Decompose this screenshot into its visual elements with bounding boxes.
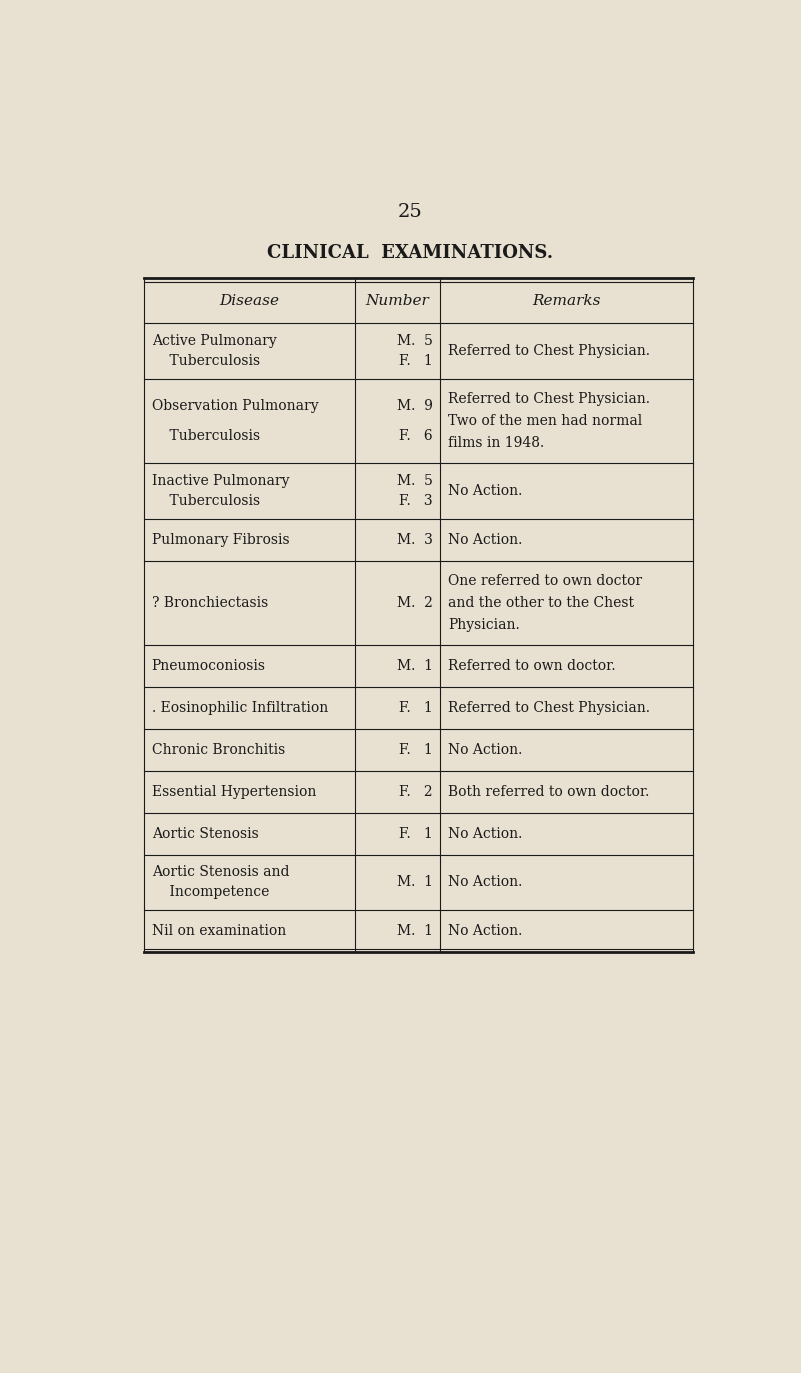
Text: Physician.: Physician. (449, 618, 520, 632)
Text: and the other to the Chest: and the other to the Chest (449, 596, 634, 610)
Text: Referred to Chest Physician.: Referred to Chest Physician. (449, 393, 650, 406)
Text: F.   1: F. 1 (399, 743, 433, 757)
Text: 25: 25 (398, 203, 423, 221)
Text: Observation Pulmonary: Observation Pulmonary (151, 400, 318, 413)
Text: Two of the men had normal: Two of the men had normal (449, 415, 642, 428)
Text: M.  1: M. 1 (396, 924, 433, 938)
Text: No Action.: No Action. (449, 876, 523, 890)
Text: F.   1: F. 1 (399, 827, 433, 840)
Text: Referred to own doctor.: Referred to own doctor. (449, 659, 616, 673)
Text: M.  1: M. 1 (396, 659, 433, 673)
Text: Both referred to own doctor.: Both referred to own doctor. (449, 784, 650, 799)
Text: M.  5: M. 5 (397, 334, 433, 349)
Text: No Action.: No Action. (449, 533, 523, 546)
Text: Pneumoconiosis: Pneumoconiosis (151, 659, 266, 673)
Text: films in 1948.: films in 1948. (449, 437, 545, 450)
Text: Tuberculosis: Tuberculosis (151, 494, 260, 508)
Text: ? Bronchiectasis: ? Bronchiectasis (151, 596, 268, 610)
Text: Pulmonary Fibrosis: Pulmonary Fibrosis (151, 533, 289, 546)
Text: No Action.: No Action. (449, 827, 523, 840)
Text: No Action.: No Action. (449, 924, 523, 938)
Text: Number: Number (366, 294, 429, 308)
Text: Disease: Disease (219, 294, 280, 308)
Text: M.  2: M. 2 (397, 596, 433, 610)
Text: M.  9: M. 9 (397, 400, 433, 413)
Text: Essential Hypertension: Essential Hypertension (151, 784, 316, 799)
Text: Inactive Pulmonary: Inactive Pulmonary (151, 474, 289, 487)
Text: M.  5: M. 5 (397, 474, 433, 487)
Text: Incompetence: Incompetence (151, 886, 269, 899)
Text: Tuberculosis: Tuberculosis (151, 354, 260, 368)
Text: Aortic Stenosis: Aortic Stenosis (151, 827, 259, 840)
Text: F.   3: F. 3 (399, 494, 433, 508)
Text: CLINICAL  EXAMINATIONS.: CLINICAL EXAMINATIONS. (268, 243, 553, 261)
Text: Referred to Chest Physician.: Referred to Chest Physician. (449, 345, 650, 358)
Text: Remarks: Remarks (533, 294, 601, 308)
Text: F.   2: F. 2 (399, 784, 433, 799)
Text: Chronic Bronchitis: Chronic Bronchitis (151, 743, 285, 757)
Text: F.   6: F. 6 (399, 430, 433, 443)
Text: Tuberculosis: Tuberculosis (151, 430, 260, 443)
Text: Active Pulmonary: Active Pulmonary (151, 334, 276, 349)
Text: No Action.: No Action. (449, 743, 523, 757)
Text: Nil on examination: Nil on examination (151, 924, 286, 938)
Text: One referred to own doctor: One referred to own doctor (449, 574, 642, 588)
Text: F.   1: F. 1 (399, 354, 433, 368)
Text: M.  3: M. 3 (397, 533, 433, 546)
Text: . Eosinophilic Infiltration: . Eosinophilic Infiltration (151, 700, 328, 715)
Text: F.   1: F. 1 (399, 700, 433, 715)
Text: M.  1: M. 1 (396, 876, 433, 890)
Text: Aortic Stenosis and: Aortic Stenosis and (151, 865, 289, 880)
Text: Referred to Chest Physician.: Referred to Chest Physician. (449, 700, 650, 715)
Text: No Action.: No Action. (449, 485, 523, 498)
